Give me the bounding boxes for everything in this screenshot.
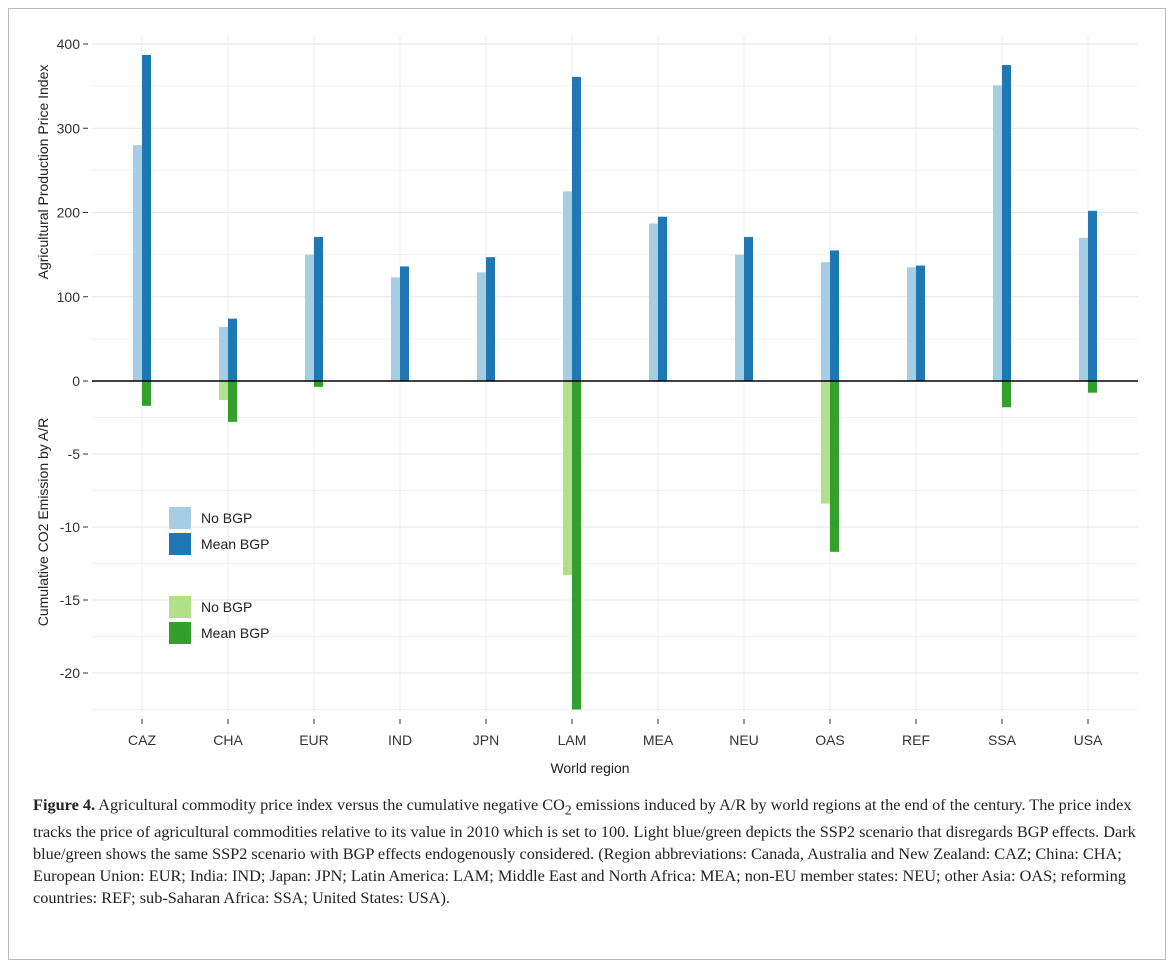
bar-price-no-bgp-EUR: [305, 254, 314, 381]
legend-no-bgp-blue-swatch: [169, 507, 191, 529]
bar-price-mean-bgp-IND: [400, 266, 409, 381]
y-tick-bottom--5: -5: [68, 446, 81, 462]
bar-co2-no-bgp-OAS: [821, 381, 830, 504]
bar-co2-no-bgp-CHA: [219, 381, 228, 400]
bar-price-mean-bgp-OAS: [830, 250, 839, 381]
y-tick-top-200: 200: [57, 205, 81, 221]
x-tick-JPN: JPN: [473, 732, 499, 748]
x-tick-OAS: OAS: [815, 732, 845, 748]
bar-price-mean-bgp-USA: [1088, 210, 1097, 381]
bar-price-mean-bgp-CAZ: [142, 54, 151, 381]
bar-price-no-bgp-NEU: [735, 254, 744, 381]
legend-mean-bgp-blue-label: Mean BGP: [201, 536, 269, 552]
x-tick-CHA: CHA: [213, 732, 243, 748]
bar-co2-mean-bgp-CAZ: [142, 381, 151, 406]
bar-chart: 0 100 200 300 400 -5 -10 -15 -20 CAZ CHA EUR IND JPN…: [35, 35, 1138, 776]
bar-price-mean-bgp-LAM: [572, 76, 581, 382]
x-tick-IND: IND: [388, 732, 412, 748]
bar-co2-no-bgp-LAM: [563, 381, 572, 576]
figure-caption: Figure 4. Agricultural commodity price i…: [33, 794, 1148, 909]
bar-price-no-bgp-IND: [391, 277, 400, 381]
x-tick-MEA: MEA: [643, 732, 674, 748]
y-tick-bottom--15: -15: [60, 592, 80, 608]
x-tick-CAZ: CAZ: [128, 732, 156, 748]
legend-no-bgp-green-label: No BGP: [201, 599, 252, 615]
y-tick-bottom--10: -10: [60, 519, 80, 535]
bar-co2-mean-bgp-EUR: [314, 381, 323, 387]
x-tick-labels: CAZ CHA EUR IND JPN LAM MEA NEU OAS REF SSA USA: [128, 719, 1103, 748]
legend-mean-bgp-blue-swatch: [169, 533, 191, 555]
x-tick-NEU: NEU: [729, 732, 759, 748]
bar-co2-mean-bgp-CHA: [228, 381, 237, 422]
y-tick-labels: 0 100 200 300 400 -5 -10 -15 -20: [57, 36, 88, 681]
x-tick-SSA: SSA: [988, 732, 1017, 748]
x-tick-LAM: LAM: [558, 732, 587, 748]
caption-text-part2: emissions induced by A/R by world region…: [33, 795, 1136, 908]
bars: [133, 54, 1097, 710]
x-tick-REF: REF: [902, 732, 930, 748]
bar-price-mean-bgp-MEA: [658, 216, 667, 381]
caption-subscript: 2: [564, 802, 572, 818]
bar-co2-mean-bgp-LAM: [572, 381, 581, 710]
bar-price-mean-bgp-REF: [916, 265, 925, 381]
bar-price-no-bgp-MEA: [649, 223, 658, 381]
bar-price-mean-bgp-CHA: [228, 318, 237, 381]
y-tick-top-400: 400: [57, 36, 81, 52]
bar-price-mean-bgp-SSA: [1002, 65, 1011, 381]
y-axis-label-co2-emission: Cumulative CO2 Emission by A/R: [35, 418, 51, 627]
y-axis-label-price-index: Agricultural Production Price Index: [35, 65, 51, 280]
bar-price-no-bgp-LAM: [563, 191, 572, 381]
bar-price-no-bgp-CHA: [219, 327, 228, 381]
bar-price-mean-bgp-JPN: [486, 257, 495, 381]
bar-co2-mean-bgp-SSA: [1002, 381, 1011, 408]
bar-co2-mean-bgp-OAS: [830, 381, 839, 552]
legend-mean-bgp-green-swatch: [169, 622, 191, 644]
legend-no-bgp-green-swatch: [169, 596, 191, 618]
bar-price-mean-bgp-EUR: [314, 236, 323, 381]
bar-price-no-bgp-JPN: [477, 272, 486, 381]
legend-mean-bgp-green-label: Mean BGP: [201, 625, 269, 641]
figure-frame: [8, 8, 1166, 960]
y-tick-top-0: 0: [72, 373, 80, 389]
bar-co2-mean-bgp-USA: [1088, 381, 1097, 393]
x-axis-label: World region: [550, 760, 629, 776]
y-tick-bottom--20: -20: [60, 665, 80, 681]
y-tick-top-300: 300: [57, 120, 81, 136]
legend-no-bgp-blue-label: No BGP: [201, 510, 252, 526]
caption-text-part1: Agricultural commodity price index versu…: [98, 795, 565, 814]
figure-label: Figure 4.: [33, 795, 96, 814]
bar-price-no-bgp-CAZ: [133, 145, 142, 381]
bar-price-no-bgp-SSA: [993, 85, 1002, 381]
bar-price-mean-bgp-NEU: [744, 236, 753, 381]
legend: No BGP Mean BGP No BGP Mean BGP: [169, 507, 269, 644]
y-tick-top-100: 100: [57, 289, 81, 305]
bar-price-no-bgp-REF: [907, 267, 916, 381]
x-tick-EUR: EUR: [299, 732, 329, 748]
bar-price-no-bgp-OAS: [821, 262, 830, 381]
x-tick-USA: USA: [1074, 732, 1103, 748]
bar-price-no-bgp-USA: [1079, 237, 1088, 381]
